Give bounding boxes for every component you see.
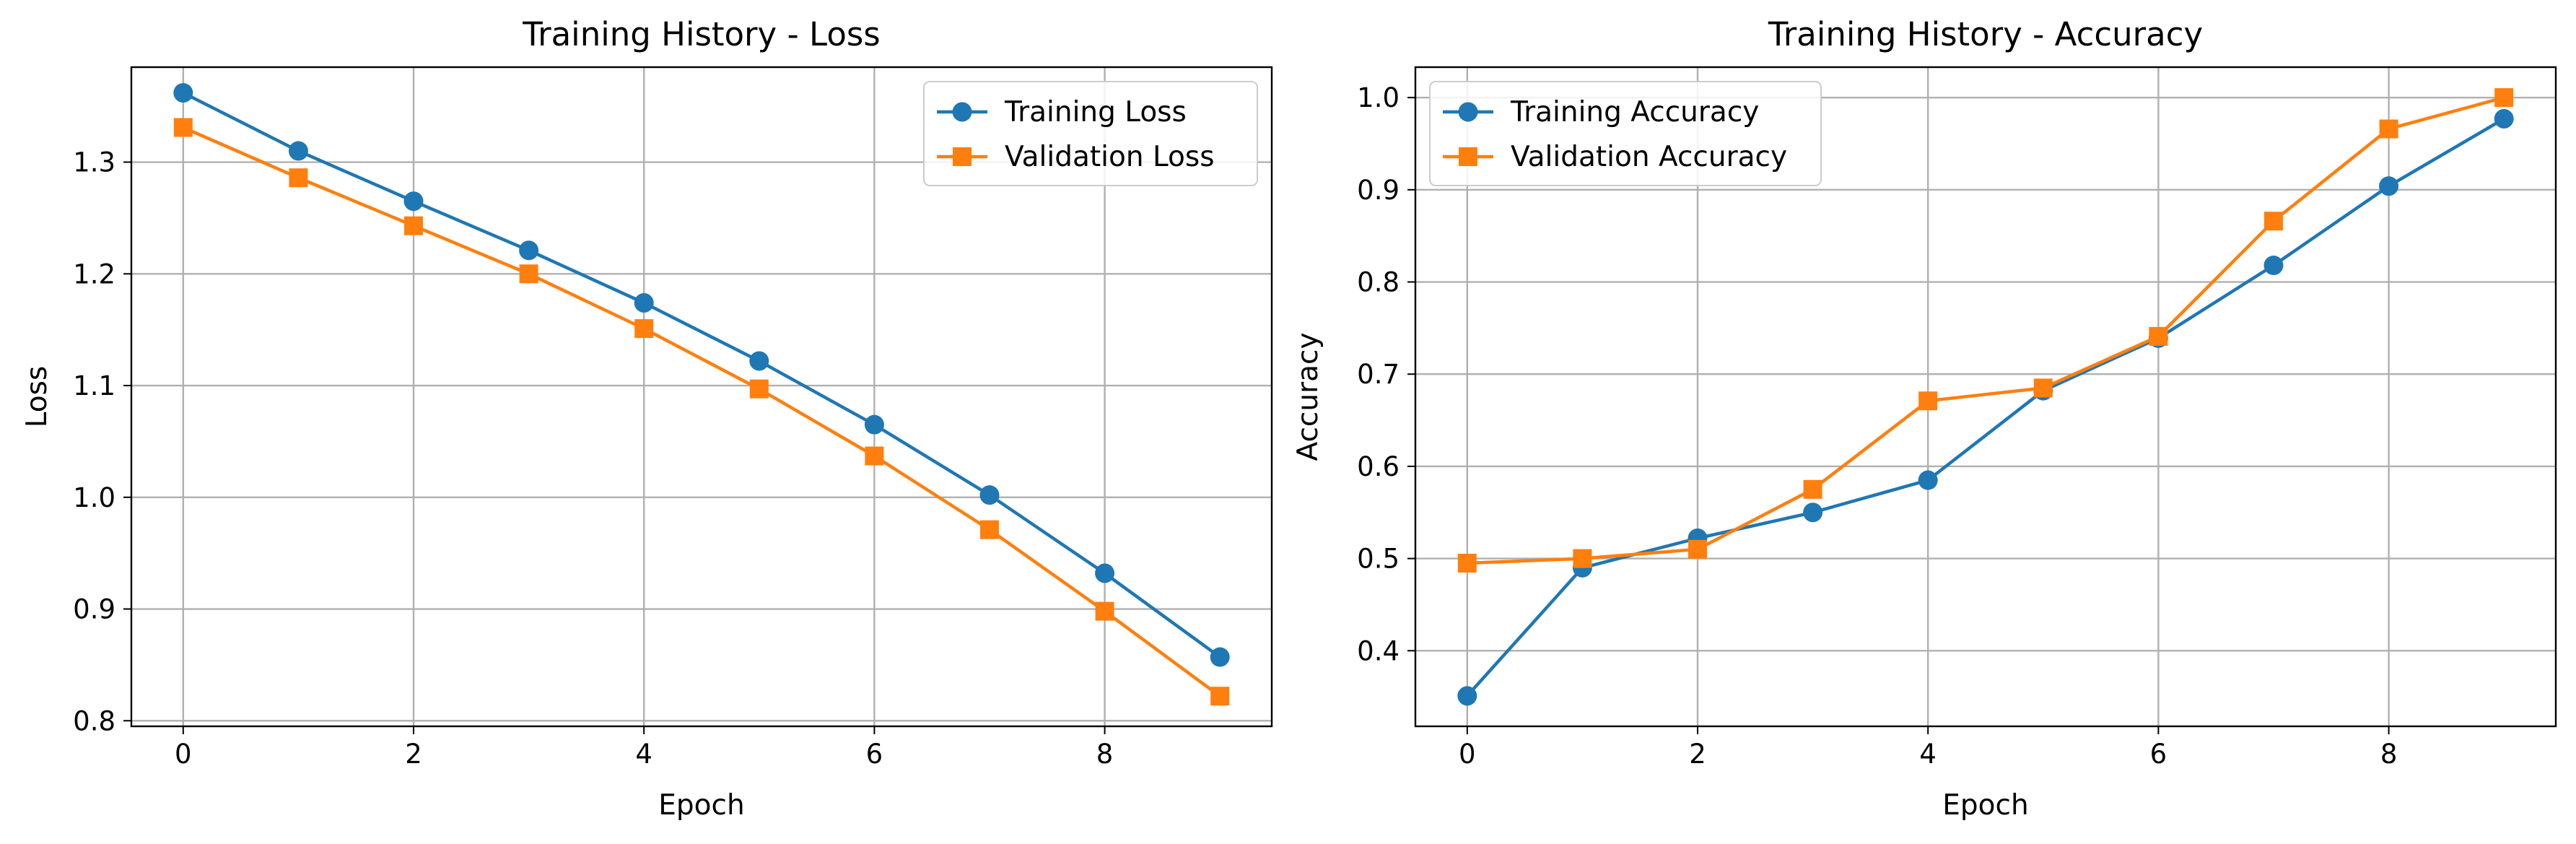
data-point [1918,391,1938,411]
data-point [519,240,539,261]
series-0 [173,83,1230,667]
y-tick-label: 1.0 [73,482,115,513]
data-point [1918,470,1938,490]
x-tick-label: 0 [175,739,192,770]
y-tick-label: 0.7 [1357,359,1400,390]
series-line [182,126,1221,698]
x-axis-label: Epoch [658,789,744,822]
y-tick-label: 1.1 [73,370,115,401]
y-tick-label: 0.9 [1357,175,1400,206]
data-point [979,520,999,539]
legend-label: Validation Loss [1005,141,1215,173]
data-point [2263,256,2284,276]
x-tick-label: 2 [405,739,422,770]
x-tick-label: 6 [866,739,883,770]
data-point [1210,647,1230,667]
data-point [634,319,654,339]
legend-label: Validation Accuracy [1511,141,1787,173]
y-tick-label: 1.3 [73,147,115,178]
data-point [2263,212,2283,231]
x-tick-label: 6 [2150,739,2167,770]
data-point [2494,109,2514,129]
legend-box [923,81,1258,186]
data-point [403,191,424,212]
legend-marker [1459,147,1477,166]
data-point [289,168,308,188]
data-point [173,118,193,137]
axes-frame [130,66,1273,728]
x-tick-label: 4 [1919,739,1937,770]
y-tick-label: 1.0 [1357,82,1400,113]
data-point [749,351,769,371]
data-point [2494,88,2514,108]
legend-marker [953,147,972,166]
y-tick-label: 0.5 [1357,544,1400,575]
legend-marker [952,102,972,122]
chart-panel-0: 0 2 4 6 8 0.8 0.9 1.0 1.1 1.2 1.3 Training History … [21,15,1273,822]
data-point [2149,326,2168,346]
y-tick-label: 0.6 [1357,451,1400,482]
y-tick-label: 0.4 [1357,635,1400,666]
series-1 [173,118,1230,706]
data-point [1095,563,1115,583]
x-tick-label: 0 [1459,739,1476,770]
x-axis-label: Epoch [1942,789,2028,822]
legend: Training Accuracy Validation Accuracy [1429,81,1822,186]
legend: Training Loss Validation Loss [923,81,1258,186]
x-tick-label: 2 [1689,739,1706,770]
data-point [749,379,769,399]
legend-label: Training Loss [1004,96,1187,129]
axes-frame [1414,66,2557,728]
series-line [1467,95,2505,565]
data-point [2033,378,2053,398]
data-point [1573,549,1592,568]
series-line [182,91,1221,658]
data-point [1803,503,1823,523]
legend-item-1: Validation Loss [937,141,1215,173]
y-tick-label: 0.9 [73,594,115,625]
series-0 [1457,109,2514,706]
data-point [864,414,884,435]
data-point [1457,553,1477,573]
y-tick-label: 0.8 [1357,267,1400,298]
data-point [634,293,654,313]
legend-item-0: Training Loss [937,96,1187,129]
data-point [979,485,1000,505]
legend-marker [1458,102,1478,122]
data-point [173,83,193,103]
legend-item-1: Validation Accuracy [1443,141,1787,173]
legend-box [1429,81,1822,186]
x-tick-label: 8 [2380,739,2398,770]
series-1 [1457,88,2514,573]
data-point [288,141,308,161]
y-axis-label: Accuracy [1292,332,1324,461]
data-point [2379,176,2399,196]
y-tick-label: 0.8 [73,705,115,736]
data-point [1688,539,1708,559]
y-axis-label: Loss [21,366,53,428]
data-point [1803,479,1822,499]
x-tick-label: 4 [635,739,652,770]
chart-panel-1: 0 2 4 6 8 0.4 0.5 0.6 0.7 0.8 0.9 1.0 Training Histo… [1292,15,2557,822]
data-point [1210,687,1230,706]
data-point [404,216,424,235]
data-point [865,446,884,466]
data-point [1095,601,1114,621]
data-point [1457,686,1477,706]
data-point [519,264,538,284]
legend-item-0: Training Accuracy [1443,96,1759,129]
x-tick-label: 8 [1096,739,1114,770]
y-tick-label: 1.2 [73,258,115,290]
data-point [2379,119,2398,139]
chart-title: Training History - Loss [522,15,881,53]
chart-title: Training History - Accuracy [1768,15,2203,53]
series-line [1466,117,2505,697]
legend-label: Training Accuracy [1510,96,1759,129]
